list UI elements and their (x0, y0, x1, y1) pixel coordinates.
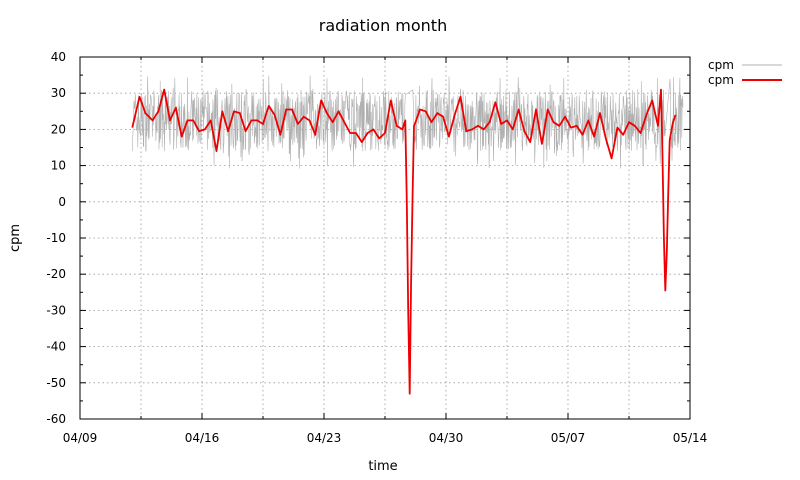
x-tick-label: 04/16 (185, 431, 220, 445)
grid-layer (80, 57, 690, 419)
x-axis-title: time (368, 459, 397, 474)
y-tick-label: -10 (46, 231, 66, 245)
y-tick-label: -30 (46, 303, 66, 317)
legend-label-avg: cpm (708, 73, 734, 87)
y-tick-label: -60 (46, 412, 66, 426)
y-tick-label: 40 (51, 50, 66, 64)
y-tick-label: -40 (46, 340, 66, 354)
y-tick-label: -20 (46, 267, 66, 281)
raw-cpm-line (132, 75, 684, 169)
chart-title: radiation month (319, 16, 447, 35)
raw-cpm-series (132, 75, 684, 169)
x-tick-labels: 04/09 04/16 04/23 04/30 05/07 05/14 (63, 431, 708, 445)
x-tick-label: 05/07 (551, 431, 586, 445)
y-tick-label: -50 (46, 376, 66, 390)
y-tick-label: 30 (51, 86, 66, 100)
y-tick-labels: 40 30 20 10 0 -10 -20 -30 -40 -50 -60 (46, 50, 66, 426)
y-tick-label: 10 (51, 159, 66, 173)
legend: cpm cpm (708, 58, 782, 87)
y-tick-label: 0 (58, 195, 66, 209)
y-axis-title: cpm (8, 224, 23, 252)
y-tick-label: 20 (51, 122, 66, 136)
tick-layer (79, 56, 691, 420)
averaged-cpm-series (131, 88, 677, 395)
x-tick-label: 04/30 (429, 431, 464, 445)
averaged-cpm-line (131, 88, 677, 395)
x-tick-label: 04/23 (307, 431, 342, 445)
x-tick-label: 05/14 (673, 431, 708, 445)
x-tick-label: 04/09 (63, 431, 98, 445)
legend-label-raw: cpm (708, 58, 734, 72)
